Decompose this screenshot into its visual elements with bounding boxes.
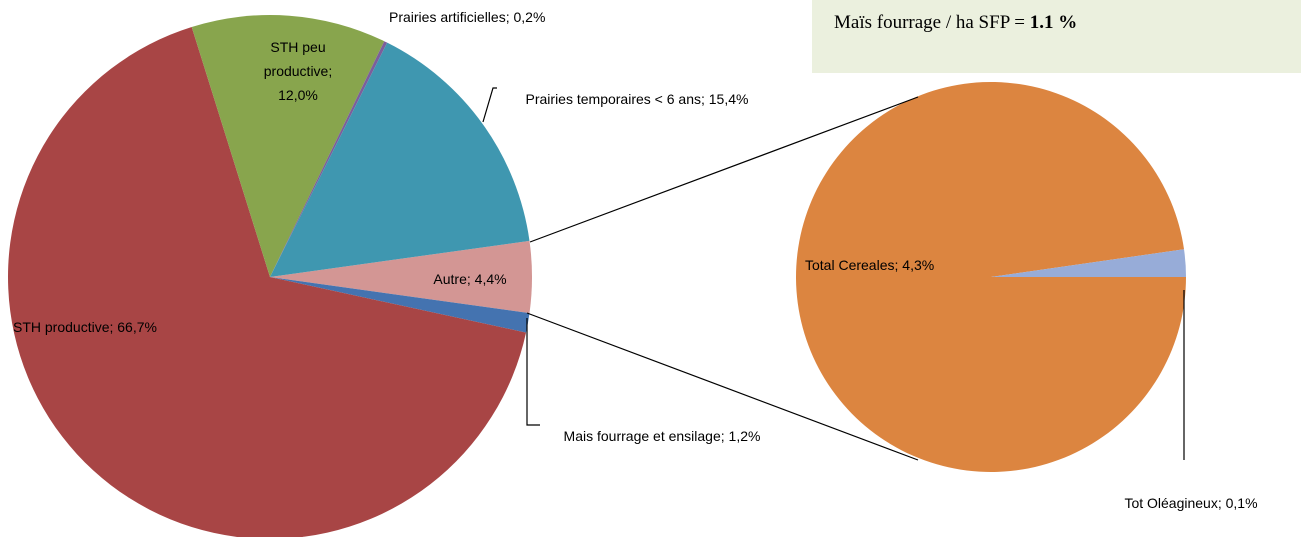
label-separator: ;: [700, 91, 709, 107]
connector: [526, 312, 919, 461]
label-category: Prairies temporaires < 6 ans: [525, 91, 701, 107]
data-label: Tot Oléagineux; 0,1%: [1091, 491, 1291, 515]
pie-slice: [8, 26, 527, 537]
pie-slice: [191, 15, 385, 278]
label-value: 66,7%: [117, 319, 157, 335]
leader-line: [526, 318, 540, 426]
label-category: Tot Oléagineux: [1124, 495, 1218, 511]
label-separator: ;: [328, 63, 333, 79]
label-separator: ;: [1217, 495, 1226, 511]
label-value: 15,4%: [708, 91, 749, 107]
annotation-text: Maïs fourrage / ha SFP =: [834, 12, 1026, 33]
pie-slice: [991, 249, 1186, 277]
pie-slice: [270, 240, 532, 314]
pie-slice: [270, 41, 388, 278]
label-value: 12,0%: [278, 87, 318, 103]
label-value: 0,2%: [513, 9, 546, 25]
label-category: Prairies artificielles: [389, 9, 506, 25]
annotation-value: 1.1 %: [1029, 12, 1078, 33]
label-separator: ;: [720, 428, 729, 444]
label-category: Total Cereales: [805, 257, 895, 273]
data-label: STH productive; 66,7%: [13, 315, 313, 339]
data-label: Prairies artificielles; 0,2%: [389, 5, 689, 29]
annotation: Maïs fourrage / ha SFP = 1.1 %: [834, 12, 1077, 34]
data-label: Prairies temporaires < 6 ans; 15,4%: [522, 87, 752, 111]
label-separator: ;: [109, 319, 118, 335]
label-category: STH peu productive: [263, 39, 329, 79]
data-label: Mais fourrage et ensilage; 1,2%: [562, 424, 762, 448]
data-label: STH peu productive; 12,0%: [251, 35, 346, 107]
leader-line: [482, 87, 497, 123]
pie-slice: [270, 277, 530, 333]
label-category: Autre: [433, 271, 467, 287]
connector: [529, 96, 919, 243]
label-category: STH productive: [13, 319, 110, 335]
label-value: 4,4%: [474, 271, 507, 287]
pie-slice: [796, 82, 1186, 473]
label-category: Mais fourrage et ensilage: [563, 428, 721, 444]
annotation-box: Maïs fourrage / ha SFP = 1.1 %: [812, 0, 1301, 73]
data-label: Autre; 4,4%: [400, 267, 540, 291]
label-separator: ;: [466, 271, 475, 287]
label-separator: ;: [505, 9, 514, 25]
label-separator: ;: [894, 257, 903, 273]
label-value: 0,1%: [1225, 495, 1258, 511]
pie-slice: [270, 42, 530, 277]
data-label: Total Cereales; 4,3%: [805, 253, 1055, 277]
label-value: 1,2%: [728, 428, 761, 444]
label-value: 4,3%: [902, 257, 935, 273]
